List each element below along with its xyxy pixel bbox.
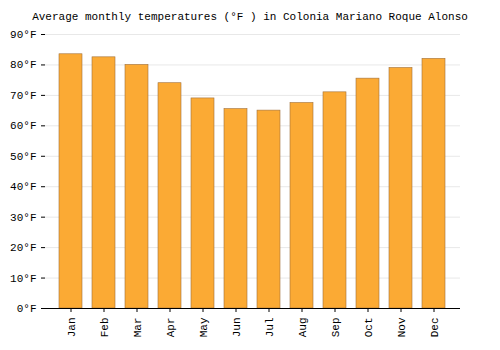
svg-text:Sep: Sep [330,318,342,338]
svg-text:Feb: Feb [99,318,111,338]
svg-text:70°F: 70°F [10,90,36,102]
svg-text:Jul: Jul [264,318,276,338]
svg-text:10°F: 10°F [10,273,36,285]
svg-text:20°F: 20°F [10,242,36,254]
svg-text:0°F: 0°F [17,303,37,315]
svg-text:Apr: Apr [165,318,177,338]
svg-text:50°F: 50°F [10,151,36,163]
svg-text:Oct: Oct [363,318,375,338]
svg-text:Mar: Mar [132,318,144,338]
svg-text:40°F: 40°F [10,181,36,193]
svg-text:Nov: Nov [396,317,408,337]
svg-text:60°F: 60°F [10,120,36,132]
svg-text:May: May [198,317,210,337]
svg-text:90°F: 90°F [10,30,36,41]
svg-text:Aug: Aug [297,318,309,338]
svg-text:80°F: 80°F [10,59,36,71]
html-text:Average monthly temperatures (: Average monthly temperatures (°F ) in Co… [32,11,468,23]
svg-text:Dec: Dec [429,318,441,338]
svg-text:Jun: Jun [231,318,243,338]
svg-text:30°F: 30°F [10,212,36,224]
svg-text:Jan: Jan [66,318,78,338]
